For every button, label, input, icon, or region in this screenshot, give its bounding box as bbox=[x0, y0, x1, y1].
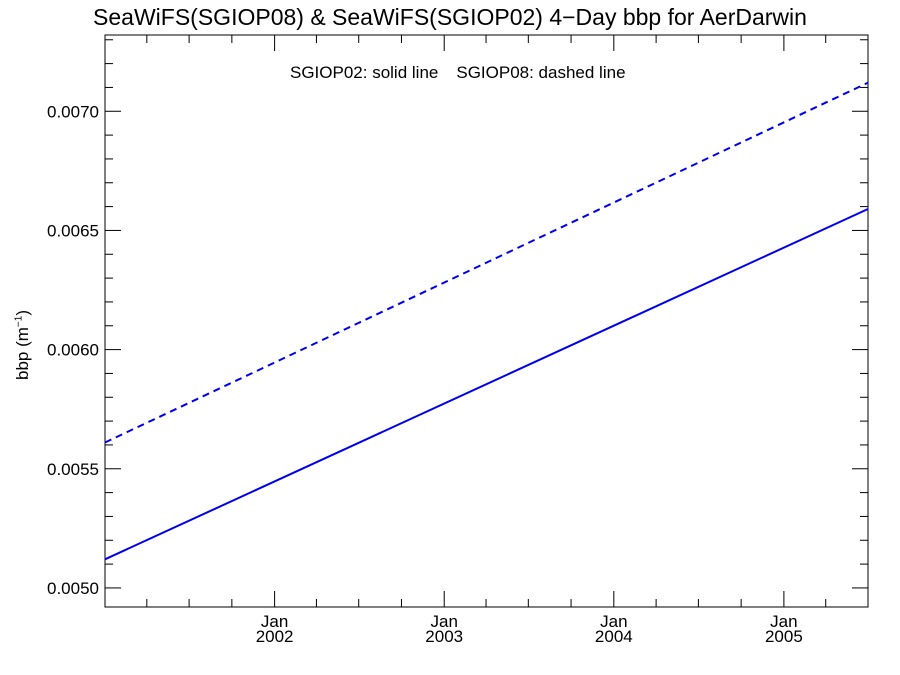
series-group bbox=[104, 81, 869, 561]
series-line-sgiop02 bbox=[104, 208, 869, 561]
y-tick-label: 0.0055 bbox=[47, 460, 99, 479]
plot-frame bbox=[104, 34, 869, 608]
y-tick-label: 0.0070 bbox=[47, 102, 99, 121]
x-tick-label-month: Jan bbox=[431, 612, 458, 631]
legend-entry-sgiop08: SGIOP08: dashed line bbox=[456, 63, 626, 82]
legend: SGIOP02: solid line SGIOP08: dashed line bbox=[290, 63, 626, 83]
y-tick-label: 0.0060 bbox=[47, 341, 99, 360]
x-tick-label-month: Jan bbox=[261, 612, 288, 631]
y-tick-label: 0.0065 bbox=[47, 221, 99, 240]
x-tick-label-year: 2003 bbox=[425, 627, 463, 646]
x-tick-label-year: 2004 bbox=[595, 627, 633, 646]
x-tick-label-year: 2005 bbox=[765, 627, 803, 646]
x-tick-label-month: Jan bbox=[770, 612, 797, 631]
x-tick-label-year: 2002 bbox=[256, 627, 294, 646]
y-axis: 0.0050 0.0055 0.0060 0.0065 0.0070 bbox=[47, 39, 868, 598]
y-tick-label: 0.0050 bbox=[47, 579, 99, 598]
legend-entry-sgiop02: SGIOP02: solid line bbox=[290, 63, 439, 82]
x-tick-label-month: Jan bbox=[600, 612, 627, 631]
series-line-sgiop08 bbox=[104, 81, 869, 444]
chart-title: SeaWiFS(SGIOP08) & SeaWiFS(SGIOP02) 4−Da… bbox=[93, 4, 807, 30]
